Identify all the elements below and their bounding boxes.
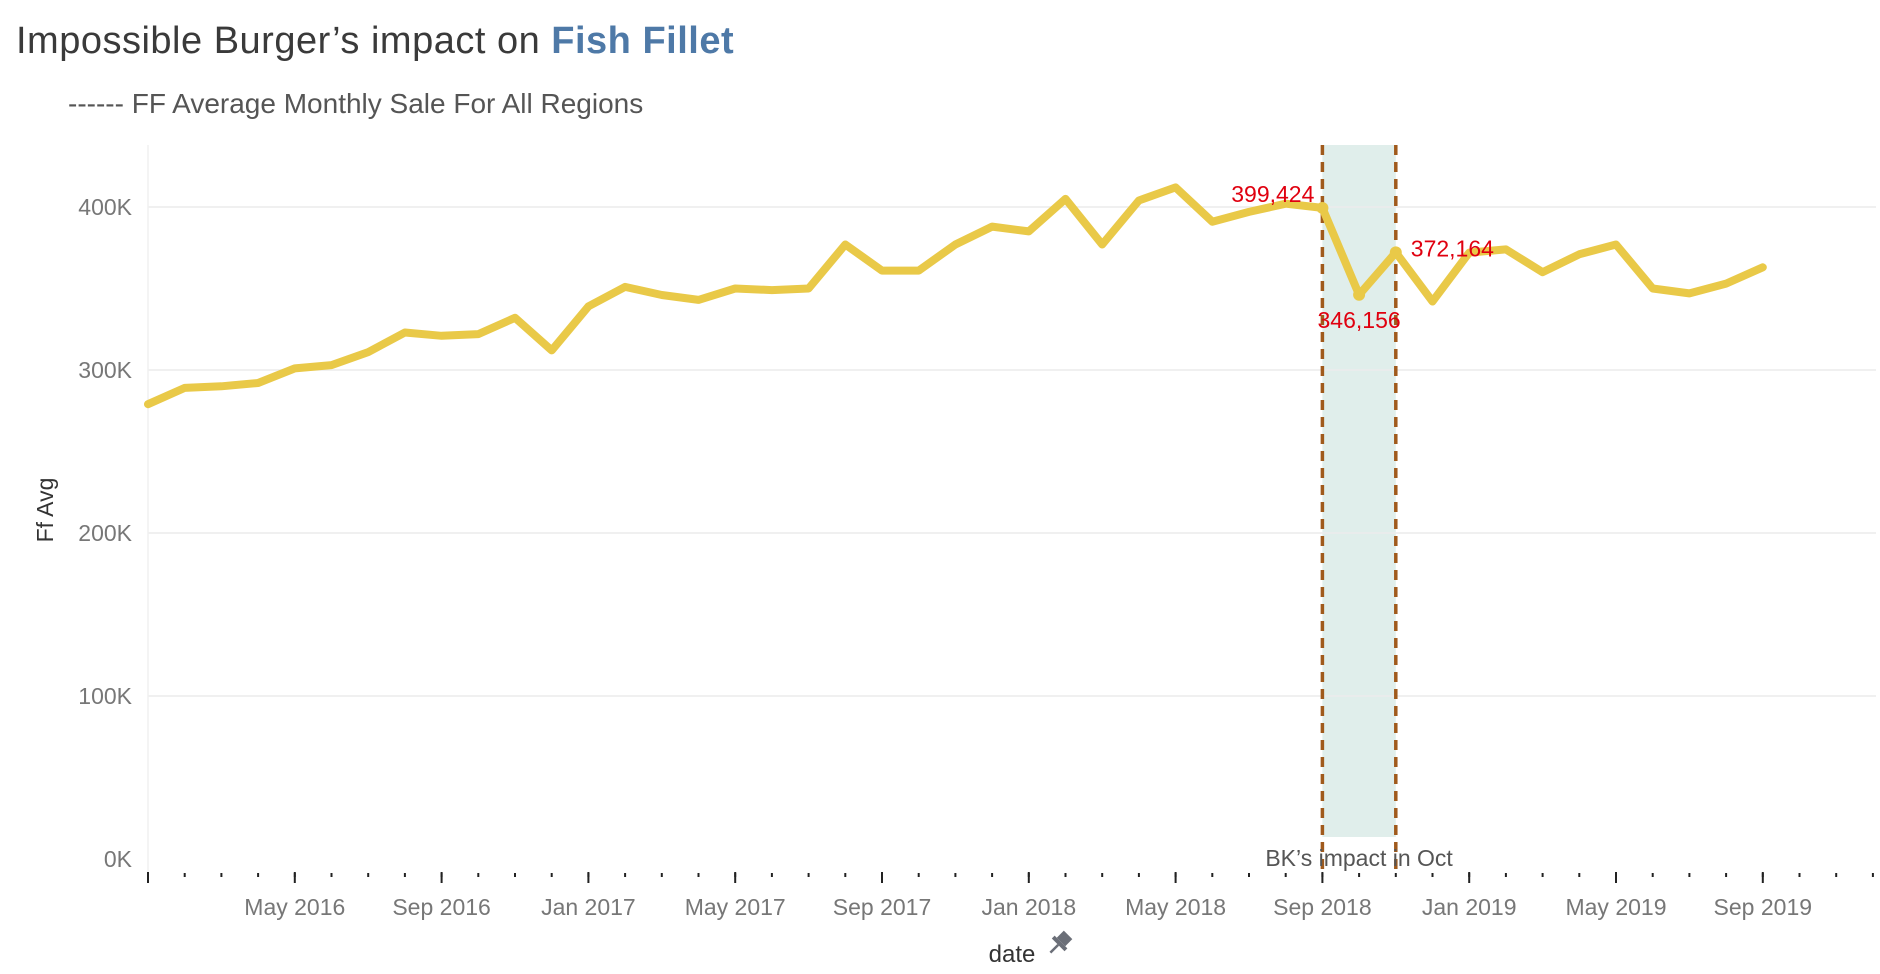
chart-title-prefix: Impossible Burger’s impact on [16,20,552,62]
impact-band [1322,145,1396,837]
x-tick-label: Sep 2019 [1714,894,1812,920]
x-tick-label: May 2019 [1565,894,1666,920]
y-tick-label: 0K [104,846,133,872]
impact-band-label: BK’s impact in Oct [1265,845,1453,871]
x-tick-label: May 2017 [685,894,786,920]
series-point [1389,246,1402,259]
pin-icon [1049,930,1073,954]
series-point [1353,288,1366,301]
x-tick-label: Sep 2018 [1273,894,1371,920]
x-tick-label: Sep 2016 [392,894,490,920]
annotation-label: 399,424 [1231,181,1314,207]
pin-icon-needle [1049,943,1060,954]
x-tick-label: May 2018 [1125,894,1226,920]
x-tick-label: May 2016 [244,894,345,920]
pin-icon-base [1051,935,1068,952]
chart-subtitle: ------ FF Average Monthly Sale For All R… [68,88,644,119]
y-axis-title: Ff Avg [32,478,58,543]
annotation-label: 372,164 [1411,235,1494,261]
y-tick-label: 400K [78,194,132,220]
x-tick-label: Jan 2017 [541,894,636,920]
x-tick-label: Jan 2018 [981,894,1076,920]
y-tick-label: 200K [78,520,132,546]
chart-title-highlight: Fish Fillet [551,20,735,62]
series-point [1316,201,1329,214]
annotation-label: 346,156 [1318,307,1401,333]
series-line [144,183,1767,409]
y-tick-label: 300K [78,357,132,383]
x-axis-title: date [989,941,1036,968]
chart-title: Impossible Burger’s impact on Fish Fille… [16,20,734,63]
pin-icon-head [1056,930,1073,947]
x-tick-label: Sep 2017 [833,894,931,920]
y-tick-label: 100K [78,683,132,709]
x-tick-label: Jan 2019 [1422,894,1517,920]
